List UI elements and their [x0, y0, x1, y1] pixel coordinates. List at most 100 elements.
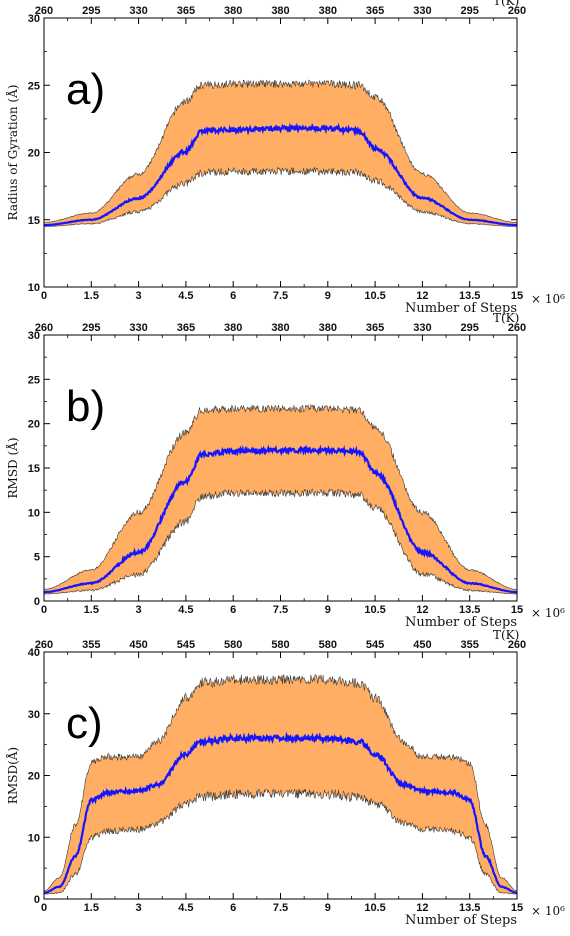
- top-tick-label: 295: [82, 5, 100, 17]
- top-tick-label: 355: [82, 639, 100, 651]
- chart-panel-b: 0 260 1.5 295 3 330 4.5 365 6 380 7.5 380 9 380 10.5 36…: [5, 311, 565, 630]
- x-tick-label: 12: [416, 290, 428, 302]
- chart-panel-a: 0 260 1.5 295 3 330 4.5 365 6 380 7.5 380 9 380 10.5 36…: [5, 0, 565, 316]
- y-tick-label: 25: [28, 374, 40, 386]
- top-tick-label: 365: [366, 5, 384, 17]
- x-tick-label: 13.5: [459, 290, 480, 302]
- x-tick-label: 12: [416, 604, 428, 616]
- top-tick-label: 450: [413, 639, 431, 651]
- band-upper-edge: [43, 79, 518, 223]
- x-tick-label: 10.5: [364, 290, 385, 302]
- top-tick-label: 380: [224, 322, 242, 334]
- panel-letter: a): [66, 65, 105, 114]
- y-tick-label: 10: [28, 832, 40, 844]
- mean-line: [44, 444, 517, 594]
- x-axis-label: Number of Steps: [405, 615, 517, 630]
- x-tick-label: 1.5: [84, 902, 99, 914]
- y-tick-label: 0: [34, 596, 40, 608]
- x-tick-label: 1.5: [84, 290, 99, 302]
- x-multiplier-label: × 10⁶: [531, 904, 565, 918]
- y-tick-label: 20: [28, 419, 40, 431]
- x-tick-label: 6: [230, 604, 236, 616]
- x-tick-label: 4.5: [178, 604, 193, 616]
- top-tick-label: 330: [413, 322, 431, 334]
- top-tick-label: 580: [271, 639, 289, 651]
- x-tick-label: 9: [325, 902, 331, 914]
- panel-letter: c): [66, 699, 103, 748]
- top-tick-label: 380: [271, 5, 289, 17]
- x-tick-label: 0: [41, 902, 47, 914]
- y-tick-label: 5: [34, 552, 40, 564]
- y-tick-label: 25: [28, 80, 40, 92]
- top-tick-label: 355: [461, 639, 479, 651]
- top-axis-label: T(K): [493, 0, 519, 8]
- x-tick-label: 0: [41, 604, 47, 616]
- band-upper-edge: [43, 403, 518, 590]
- y-tick-label: 15: [28, 463, 40, 475]
- panel-letter: b): [66, 382, 105, 431]
- y-axis-label: RMSD (Å): [5, 437, 20, 498]
- x-tick-label: 15: [511, 290, 523, 302]
- x-tick-label: 1.5: [84, 604, 99, 616]
- x-tick-label: 7.5: [273, 604, 288, 616]
- x-axis-label: Number of Steps: [405, 301, 517, 316]
- x-tick-label: 3: [136, 290, 142, 302]
- top-tick-label: 545: [366, 639, 384, 651]
- top-tick-label: 260: [508, 639, 526, 651]
- top-tick-label: 380: [319, 322, 337, 334]
- top-tick-label: 545: [177, 639, 195, 651]
- top-tick-label: 380: [224, 5, 242, 17]
- top-tick-label: 365: [177, 322, 195, 334]
- top-tick-label: 380: [271, 322, 289, 334]
- x-tick-label: 6: [230, 290, 236, 302]
- x-tick-label: 6: [230, 902, 236, 914]
- y-axis-label: Radius of Gyration (Å): [5, 85, 20, 221]
- x-tick-label: 4.5: [178, 902, 193, 914]
- x-tick-label: 12: [416, 902, 428, 914]
- x-axis-label: Number of Steps: [405, 913, 517, 928]
- top-tick-label: 260: [35, 322, 53, 334]
- top-tick-label: 260: [508, 322, 526, 334]
- top-tick-label: 260: [35, 639, 53, 651]
- top-tick-label: 365: [177, 5, 195, 17]
- top-tick-label: 295: [461, 322, 479, 334]
- y-axis-label: RMSD(Å): [5, 747, 20, 804]
- top-tick-label: 450: [129, 639, 147, 651]
- spread-band: [44, 674, 517, 895]
- top-axis-label: T(K): [493, 311, 519, 325]
- top-tick-label: 260: [35, 5, 53, 17]
- top-tick-label: 330: [413, 5, 431, 17]
- x-tick-label: 13.5: [459, 902, 480, 914]
- y-tick-label: 30: [28, 330, 40, 342]
- top-tick-label: 295: [461, 5, 479, 17]
- top-tick-label: 330: [129, 5, 147, 17]
- x-tick-label: 0: [41, 290, 47, 302]
- top-tick-label: 260: [508, 5, 526, 17]
- top-tick-label: 330: [129, 322, 147, 334]
- mean-line: [43, 731, 518, 895]
- x-tick-label: 9: [325, 604, 331, 616]
- y-tick-label: 20: [28, 771, 40, 783]
- y-tick-label: 10: [28, 507, 40, 519]
- band-upper-edge: [43, 674, 518, 892]
- x-tick-label: 15: [511, 902, 523, 914]
- y-tick-label: 15: [28, 215, 40, 227]
- y-tick-label: 30: [28, 13, 40, 25]
- chart-panel-c: 0 260 1.5 355 3 450 4.5 545 6 580 7.5 580 9 580 10.5 54…: [5, 628, 565, 928]
- y-tick-label: 40: [28, 647, 40, 659]
- top-tick-label: 380: [319, 5, 337, 17]
- x-tick-label: 9: [325, 290, 331, 302]
- x-tick-label: 7.5: [273, 290, 288, 302]
- y-tick-label: 30: [28, 709, 40, 721]
- x-multiplier-label: × 10⁶: [531, 606, 565, 620]
- x-tick-label: 7.5: [273, 902, 288, 914]
- top-axis-label: T(K): [493, 628, 519, 642]
- band-lower-edge: [43, 166, 517, 227]
- top-tick-label: 580: [224, 639, 242, 651]
- x-tick-label: 10.5: [364, 604, 385, 616]
- spread-band: [44, 80, 517, 227]
- top-tick-label: 295: [82, 322, 100, 334]
- band-lower-edge: [43, 788, 518, 895]
- x-tick-label: 13.5: [459, 604, 480, 616]
